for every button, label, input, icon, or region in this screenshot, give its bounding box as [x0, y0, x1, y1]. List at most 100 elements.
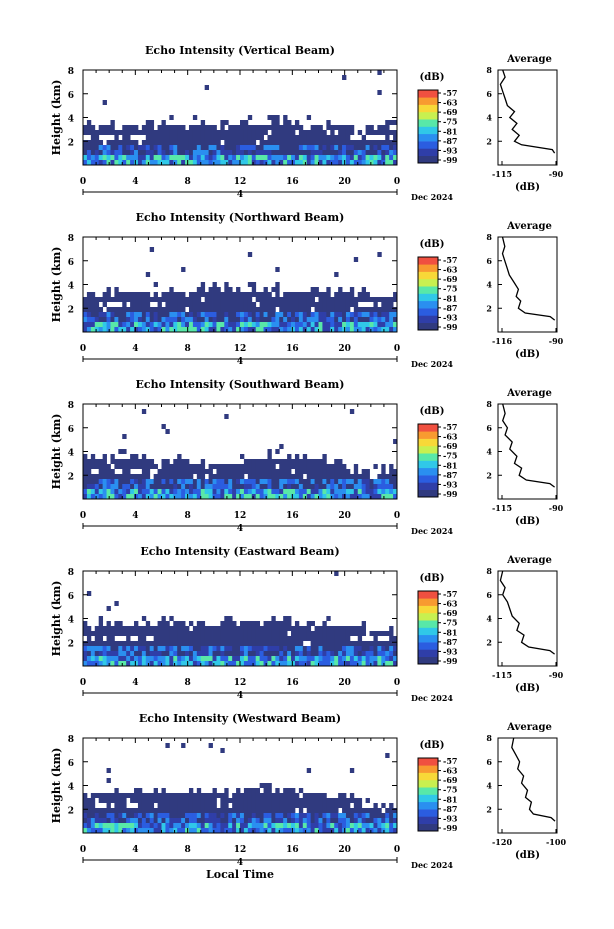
heatmap-cell [169, 808, 174, 813]
y-tick-label: 8 [68, 67, 74, 77]
heatmap-cell [373, 302, 378, 307]
heatmap-cell [169, 484, 174, 489]
heatmap-cell [291, 302, 296, 307]
heatmap-cell [137, 302, 143, 307]
heatmap-cell [243, 307, 249, 312]
heatmap-cell [232, 479, 237, 484]
heatmap-cell [342, 140, 347, 145]
heatmap-cell [83, 484, 88, 489]
heatmap-cell [345, 484, 351, 489]
heatmap-cell [86, 125, 92, 130]
heatmap-cell [345, 322, 351, 327]
heatmap-cell [196, 641, 202, 646]
heatmap-cell [130, 631, 135, 636]
avg-x-label: (dB) [515, 349, 540, 360]
heatmap-cell [306, 651, 312, 656]
heatmap-cell [181, 307, 186, 312]
heatmap-cell [326, 474, 331, 479]
heatmap-cell [212, 282, 217, 287]
heatmap-cell [373, 130, 378, 135]
heatmap-cell [188, 130, 194, 135]
heatmap-cell [373, 808, 378, 813]
heatmap-cell [263, 803, 268, 808]
heatmap-cell [279, 155, 284, 160]
heatmap-cell [259, 145, 264, 150]
heatmap-cell [102, 327, 107, 332]
heatmap-cell [232, 818, 237, 823]
heatmap-cell [177, 828, 182, 833]
heatmap-cell [216, 636, 221, 641]
heatmap-cell [349, 479, 355, 484]
heatmap-cell [137, 322, 143, 327]
heatmap-cell [287, 120, 292, 125]
heatmap-cell [130, 656, 135, 661]
heatmap-cell [157, 479, 162, 484]
x-tick-label: 0 [80, 678, 86, 688]
heatmap-cell [232, 828, 237, 833]
heatmap-cell [173, 125, 178, 130]
colorbar-swatch [418, 264, 438, 272]
heatmap-cell [98, 484, 104, 489]
heatmap-cell [86, 327, 92, 332]
heatmap-cell [196, 636, 202, 641]
heatmap-cell [271, 798, 276, 803]
heatmap-cell [345, 160, 351, 165]
heatmap-cell [232, 484, 237, 489]
heatmap-cell [357, 651, 363, 656]
heatmap-cell [393, 823, 398, 828]
date-label: 4 [237, 691, 243, 701]
heatmap-cell [287, 140, 292, 145]
heatmap-cell [236, 160, 241, 165]
heatmap-cell [314, 636, 319, 641]
heatmap-cell [200, 120, 206, 125]
heatmap-cell [247, 494, 253, 499]
heatmap-cell [353, 641, 359, 646]
heatmap-cell [283, 160, 288, 165]
heatmap-cell [287, 160, 292, 165]
colorbar-swatch [418, 779, 438, 788]
heatmap-cell [369, 160, 374, 165]
heatmap-cell [251, 160, 257, 165]
heatmap-cell [200, 626, 206, 631]
heatmap-cell [220, 292, 225, 297]
colorbar-frame [417, 89, 439, 164]
heatmap-cell [236, 489, 241, 494]
heatmap-cell [310, 818, 315, 823]
heatmap-cell [94, 155, 100, 160]
heatmap-cell [243, 125, 249, 130]
heatmap-cell [349, 287, 355, 292]
heatmap-cell [188, 631, 194, 636]
heatmap-cell [177, 135, 182, 140]
heatmap-cell [188, 651, 194, 656]
heatmap-cell [314, 646, 319, 651]
heatmap-cell [134, 626, 139, 631]
heatmap-cell [224, 120, 229, 125]
heatmap-cell [322, 631, 327, 636]
heatmap-cell [141, 631, 147, 636]
heatmap-cell [373, 297, 378, 302]
y-tick-label: 2 [68, 472, 74, 482]
heatmap-cell [228, 464, 233, 469]
heatmap-cell [291, 813, 296, 818]
heatmap-cell [106, 474, 111, 479]
heatmap-cell [188, 823, 194, 828]
heatmap-cell [208, 135, 213, 140]
heatmap-cell [126, 828, 131, 833]
heatmap-cell [224, 616, 229, 621]
heatmap-cell [130, 793, 135, 798]
heatmap-cell [161, 120, 166, 125]
heatmap-cell [330, 464, 335, 469]
x-tick-label: 0 [394, 177, 400, 187]
heatmap-cell [389, 322, 394, 327]
heatmap-cell [110, 793, 115, 798]
heatmap-cell [134, 145, 139, 150]
heatmap-cell [294, 818, 300, 823]
heatmap-cell [204, 302, 210, 307]
heatmap-cell [243, 297, 249, 302]
heatmap-cell [212, 641, 217, 646]
heatmap-cell [302, 322, 308, 327]
heatmap-cell [389, 297, 394, 302]
heatmap-cell [357, 160, 363, 165]
heatmap-cell [204, 828, 210, 833]
heatmap-cell [275, 494, 280, 499]
